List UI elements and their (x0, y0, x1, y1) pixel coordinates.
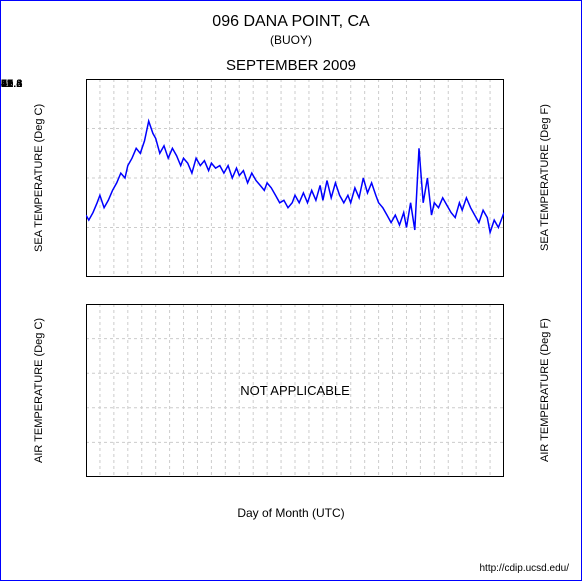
chart-container: 096 DANA POINT, CA (BUOY) SEPTEMBER 2009… (0, 0, 582, 581)
air-ylabel-left: AIR TEMPERATURE (Deg C) (33, 304, 45, 477)
ytick-label-right: 50 (1, 78, 13, 90)
sea-ylabel-right: SEA TEMPERATURE (Deg F) (539, 79, 551, 277)
footer-url: http://cdip.ucsd.edu/ (479, 563, 569, 574)
x-axis-label: Day of Month (UTC) (1, 506, 581, 520)
sea-ylabel-left: SEA TEMPERATURE (Deg C) (33, 79, 45, 277)
title-main: 096 DANA POINT, CA (1, 13, 581, 31)
not-applicable-label: NOT APPLICABLE (86, 383, 504, 398)
air-ylabel-right: AIR TEMPERATURE (Deg F) (539, 304, 551, 477)
title-subtitle: (BUOY) (1, 33, 581, 47)
title-period: SEPTEMBER 2009 (1, 57, 581, 74)
sea-temperature-chart (86, 79, 504, 277)
